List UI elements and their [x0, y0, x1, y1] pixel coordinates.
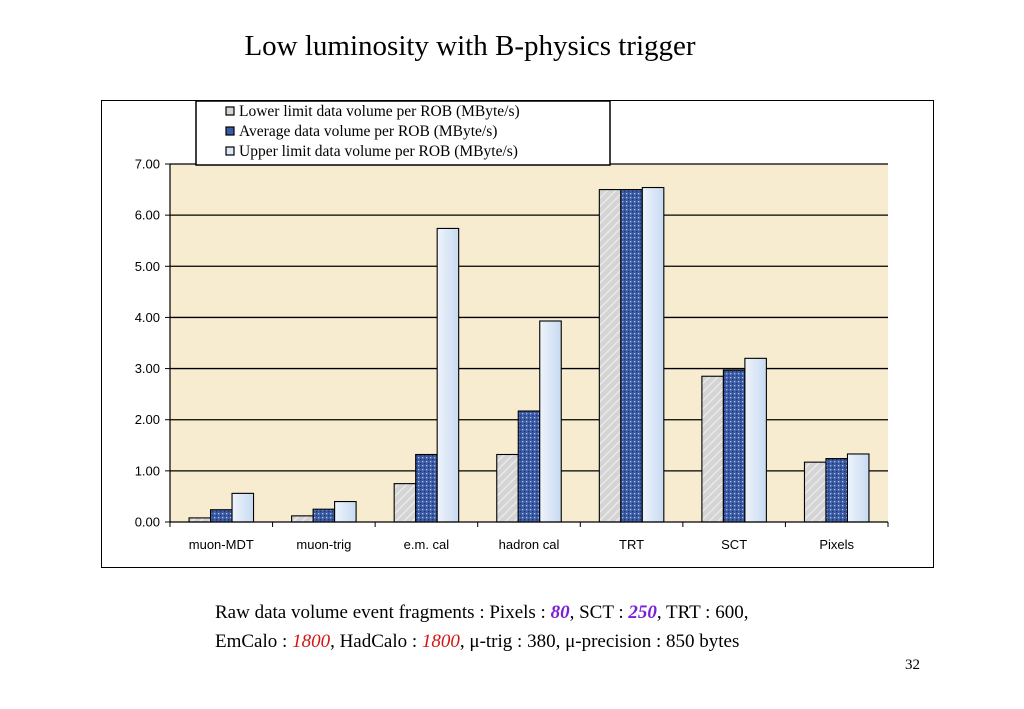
- sct-bytes: 250: [628, 602, 657, 623]
- bar-lower: [393, 483, 417, 523]
- legend-label: Upper limit data volume per ROB (MByte/s…: [239, 143, 518, 160]
- bar-average: [517, 410, 541, 523]
- x-tick-label: TRT: [619, 537, 644, 552]
- legend-swatch: [225, 106, 235, 116]
- bar-lower: [496, 453, 519, 523]
- chart-frame: 0.00 1.00 2.00 3.00 4.00 5.00 6.00 7.00 muon-MD…: [101, 100, 934, 568]
- bar-upper: [436, 227, 460, 523]
- emcalo-bytes: 1800: [292, 631, 331, 652]
- bar-upper: [231, 492, 255, 523]
- bar-average: [722, 369, 746, 523]
- bar-lower: [803, 461, 827, 523]
- legend-label: Average data volume per ROB (MByte/s): [239, 123, 497, 140]
- legend-label: Lower limit data volume per ROB (MByte/s…: [239, 103, 520, 120]
- bar-upper: [744, 357, 767, 523]
- slide-title: Low luminosity with B-physics trigger: [244, 30, 696, 62]
- legend-swatch: [225, 146, 235, 156]
- pixels-bytes: 80: [550, 602, 570, 623]
- x-tick-label: muon-trig: [296, 537, 351, 552]
- bar-upper: [641, 186, 665, 523]
- bar-upper: [846, 453, 870, 523]
- caption-line-1: Raw data volume event fragments : Pixels…: [215, 602, 749, 623]
- x-tick-label: SCT: [721, 537, 747, 552]
- hadcalo-bytes: 1800: [421, 631, 460, 652]
- legend-swatch: [225, 126, 235, 136]
- y-tick-label: 3.00: [135, 361, 160, 376]
- caption: Raw data volume event fragments : Pixels…: [215, 598, 935, 656]
- bar-upper: [539, 320, 562, 523]
- x-tick-label: hadron cal: [499, 537, 560, 552]
- page-number: 32: [905, 657, 920, 673]
- bar-lower: [598, 189, 622, 523]
- y-tick-label: 0.00: [135, 515, 160, 530]
- y-tick-label: 6.00: [135, 208, 160, 223]
- bar-average: [620, 189, 643, 523]
- x-tick-label: e.m. cal: [404, 537, 450, 552]
- bar-upper: [334, 500, 357, 523]
- bar-chart: 0.00 1.00 2.00 3.00 4.00 5.00 6.00 7.00 muon-MD…: [135, 101, 889, 552]
- y-tick-label: 4.00: [135, 310, 160, 325]
- y-tick-label: 1.00: [135, 463, 160, 478]
- bar-average: [209, 509, 233, 523]
- bar-lower: [188, 517, 212, 523]
- bar-lower: [291, 515, 314, 523]
- y-tick-label: 7.00: [135, 157, 160, 172]
- x-tick-label: Pixels: [819, 537, 854, 552]
- bar-average: [312, 508, 336, 523]
- bar-average: [415, 453, 438, 523]
- y-tick-label: 2.00: [135, 412, 160, 427]
- y-tick-label: 5.00: [135, 259, 160, 274]
- caption-line-2: EmCalo : 1800, HadCalo : 1800, μ-trig : …: [215, 631, 740, 652]
- bar-average: [825, 458, 849, 523]
- x-tick-label: muon-MDT: [189, 537, 254, 552]
- legend-box: [195, 101, 611, 166]
- bar-lower: [701, 375, 724, 523]
